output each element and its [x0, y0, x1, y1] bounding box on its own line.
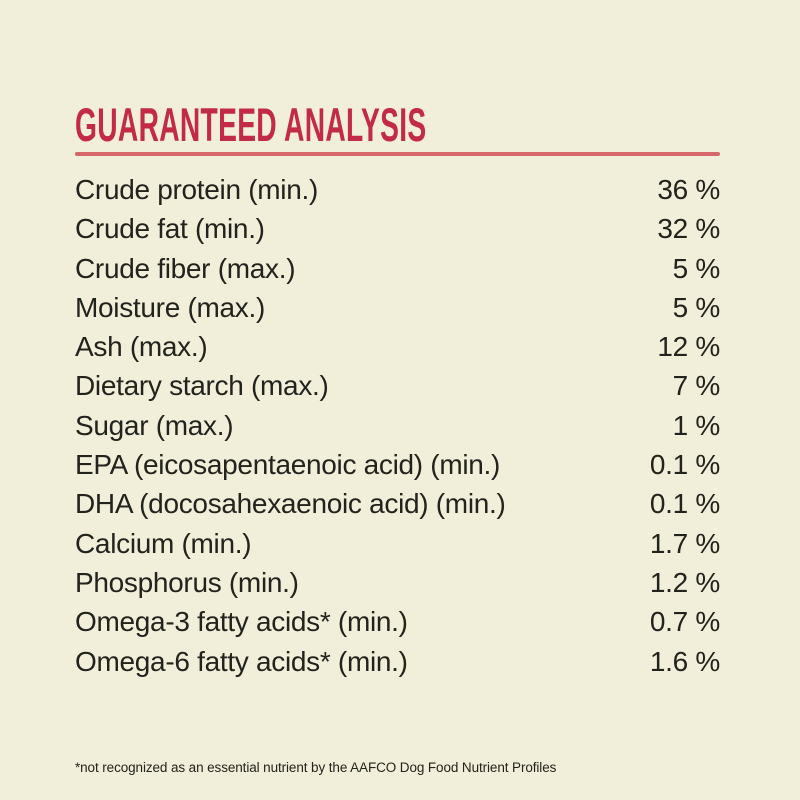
aafco-footnote: *not recognized as an essential nutrient…: [75, 760, 557, 775]
analysis-row: Omega-3 fatty acids* (min.) 0.7 %: [75, 602, 720, 641]
nutrient-name: Sugar (max.): [75, 409, 234, 441]
analysis-row: Omega-6 fatty acids* (min.) 1.6 %: [75, 642, 720, 681]
nutrient-value: 32 %: [657, 213, 720, 245]
nutrient-name: Crude fiber (max.): [75, 252, 296, 284]
nutrient-value: 36 %: [657, 174, 720, 205]
nutrient-name: DHA (docosahexaenoic acid) (min.): [75, 488, 506, 520]
nutrient-name: Crude protein (min.): [75, 174, 318, 205]
nutrient-name: Omega-6 fatty acids* (min.): [75, 645, 408, 677]
title-underline-rule: [75, 152, 720, 156]
nutrient-value: 7 %: [672, 370, 721, 402]
analysis-row: Sugar (max.) 1 %: [75, 406, 720, 445]
nutrient-value: 5 %: [672, 252, 721, 284]
analysis-row: DHA (docosahexaenoic acid) (min.) 0.1 %: [75, 484, 720, 523]
nutrient-name: Ash (max.): [75, 331, 208, 363]
nutrient-value: 1 %: [672, 409, 721, 441]
analysis-row: Dietary starch (max.) 7 %: [75, 366, 720, 405]
analysis-row: Calcium (min.) 1.7 %: [75, 524, 720, 563]
analysis-row: Crude fiber (max.) 5 %: [75, 249, 720, 288]
analysis-table: Crude protein (min.) 36 % Crude fat (min.)…: [75, 170, 720, 681]
nutrient-value: 1.7 %: [649, 527, 720, 559]
nutrient-value: 0.7 %: [649, 606, 720, 638]
nutrient-name: Calcium (min.): [75, 527, 252, 559]
nutrient-name: Crude fat (min.): [75, 213, 265, 245]
nutrient-name: Omega-3 fatty acids* (min.): [75, 606, 408, 638]
analysis-row: Ash (max.) 12 %: [75, 327, 720, 366]
nutrient-value: 0.1 %: [649, 449, 720, 481]
analysis-row: Phosphorus (min.) 1.2 %: [75, 563, 720, 602]
nutrient-value: 5 %: [672, 291, 721, 323]
section-title: GUARANTEED ANALYSIS: [75, 98, 427, 151]
analysis-row: Crude protein (min.) 36 %: [75, 170, 720, 209]
nutrient-value: 12 %: [657, 331, 720, 363]
nutrient-name: Phosphorus (min.): [75, 566, 299, 598]
analysis-row: EPA (eicosapentaenoic acid) (min.) 0.1 %: [75, 445, 720, 484]
nutrient-value: 1.6 %: [649, 645, 720, 677]
nutrient-name: Dietary starch (max.): [75, 370, 329, 402]
analysis-row: Crude fat (min.) 32 %: [75, 209, 720, 248]
nutrient-value: 1.2 %: [649, 566, 720, 598]
nutrient-name: Moisture (max.): [75, 291, 265, 323]
nutrient-value: 0.1 %: [649, 488, 720, 520]
analysis-row: Moisture (max.) 5 %: [75, 288, 720, 327]
nutrient-name: EPA (eicosapentaenoic acid) (min.): [75, 449, 501, 481]
